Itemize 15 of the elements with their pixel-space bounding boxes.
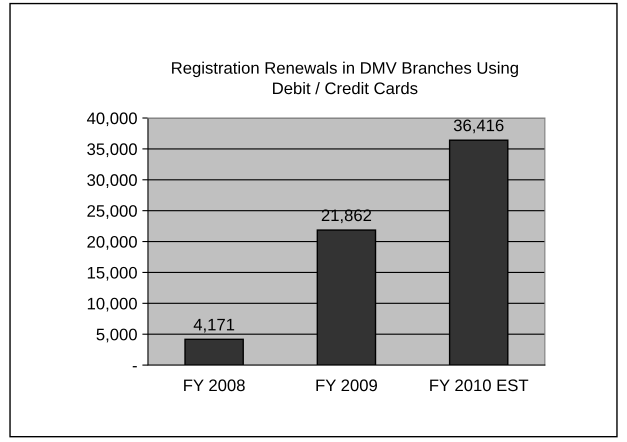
y-tick-label: - [132, 366, 137, 368]
y-tick-label: 20,000 [87, 236, 137, 250]
data-label: 36,416 [454, 120, 504, 134]
x-tick-label: FY 2009 [316, 379, 377, 392]
x-tick-label: FY 2008 [184, 379, 245, 392]
y-tick-label: 25,000 [87, 205, 137, 219]
y-tick-label: 30,000 [87, 174, 137, 188]
y-tick-label: 40,000 [86, 112, 137, 126]
y-tick-label: 35,000 [87, 143, 137, 158]
y-tick-label: 10,000 [88, 298, 137, 312]
y-tick-label: 5,000 [96, 328, 137, 342]
data-label: 4,171 [194, 318, 234, 332]
x-tick-label: FY 2010 EST [430, 379, 528, 392]
y-tick-label: 15,000 [88, 266, 137, 281]
chart-title: Registration Renewals in DMV Branches Using Debit / Credit Cards [172, 62, 518, 94]
